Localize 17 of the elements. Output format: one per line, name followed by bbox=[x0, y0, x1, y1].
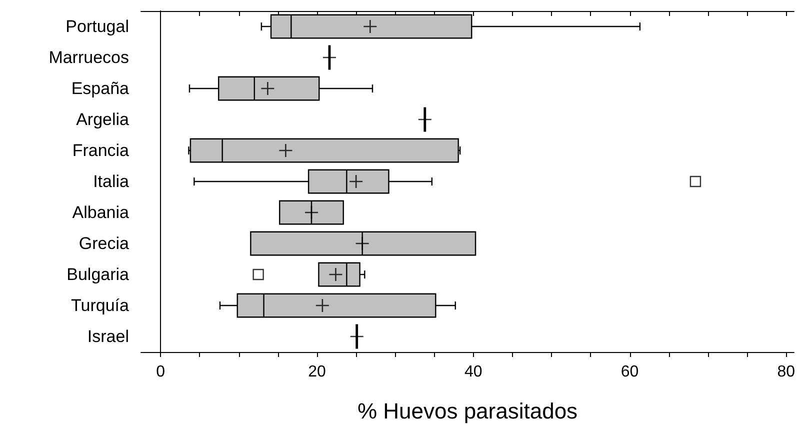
x-tick-label: 80 bbox=[777, 364, 796, 380]
y-tick-label: Bulgaria bbox=[66, 265, 130, 284]
x-tick-label: 40 bbox=[464, 364, 482, 380]
y-tick-label: Italia bbox=[93, 172, 130, 191]
y-tick-label: Israel bbox=[87, 327, 129, 346]
y-tick-label: Francia bbox=[72, 141, 130, 160]
y-tick-label: Turquía bbox=[71, 296, 130, 315]
x-tick-label: 20 bbox=[308, 364, 326, 380]
y-tick-label: Argelia bbox=[76, 110, 130, 129]
x-tick-label: 60 bbox=[620, 364, 639, 380]
y-tick-label: España bbox=[71, 79, 130, 98]
y-tick-label: Albania bbox=[72, 203, 130, 222]
x-axis-title: % Huevos parasitados bbox=[357, 398, 578, 424]
y-tick-label: Portugal bbox=[66, 17, 129, 36]
y-tick-label: Grecia bbox=[78, 234, 130, 253]
y-tick-label: Marruecos bbox=[48, 48, 129, 67]
x-tick-label: 0 bbox=[156, 364, 166, 380]
